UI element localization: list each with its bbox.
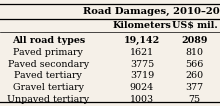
Text: 19,142: 19,142 bbox=[124, 36, 160, 45]
Text: Paved primary: Paved primary bbox=[13, 48, 83, 57]
Text: 2089: 2089 bbox=[182, 36, 208, 45]
Text: US$ mil.: US$ mil. bbox=[172, 21, 218, 30]
Text: Paved tertiary: Paved tertiary bbox=[15, 71, 82, 80]
Text: All road types: All road types bbox=[12, 36, 85, 45]
Text: 75: 75 bbox=[189, 95, 201, 104]
Text: 1621: 1621 bbox=[130, 48, 154, 57]
Text: Road Damages, 2010–2050: Road Damages, 2010–2050 bbox=[83, 7, 220, 16]
Text: 810: 810 bbox=[186, 48, 204, 57]
Text: Kilometers: Kilometers bbox=[112, 21, 171, 30]
Text: 260: 260 bbox=[186, 71, 204, 80]
Text: 3775: 3775 bbox=[130, 60, 154, 69]
Text: 3719: 3719 bbox=[130, 71, 154, 80]
Text: Unpaved tertiary: Unpaved tertiary bbox=[7, 95, 90, 104]
Text: 1003: 1003 bbox=[130, 95, 154, 104]
Text: Paved secondary: Paved secondary bbox=[8, 60, 89, 69]
Text: 377: 377 bbox=[186, 83, 204, 92]
Text: 566: 566 bbox=[185, 60, 204, 69]
Text: 9024: 9024 bbox=[130, 83, 154, 92]
Text: Gravel tertiary: Gravel tertiary bbox=[13, 83, 84, 92]
